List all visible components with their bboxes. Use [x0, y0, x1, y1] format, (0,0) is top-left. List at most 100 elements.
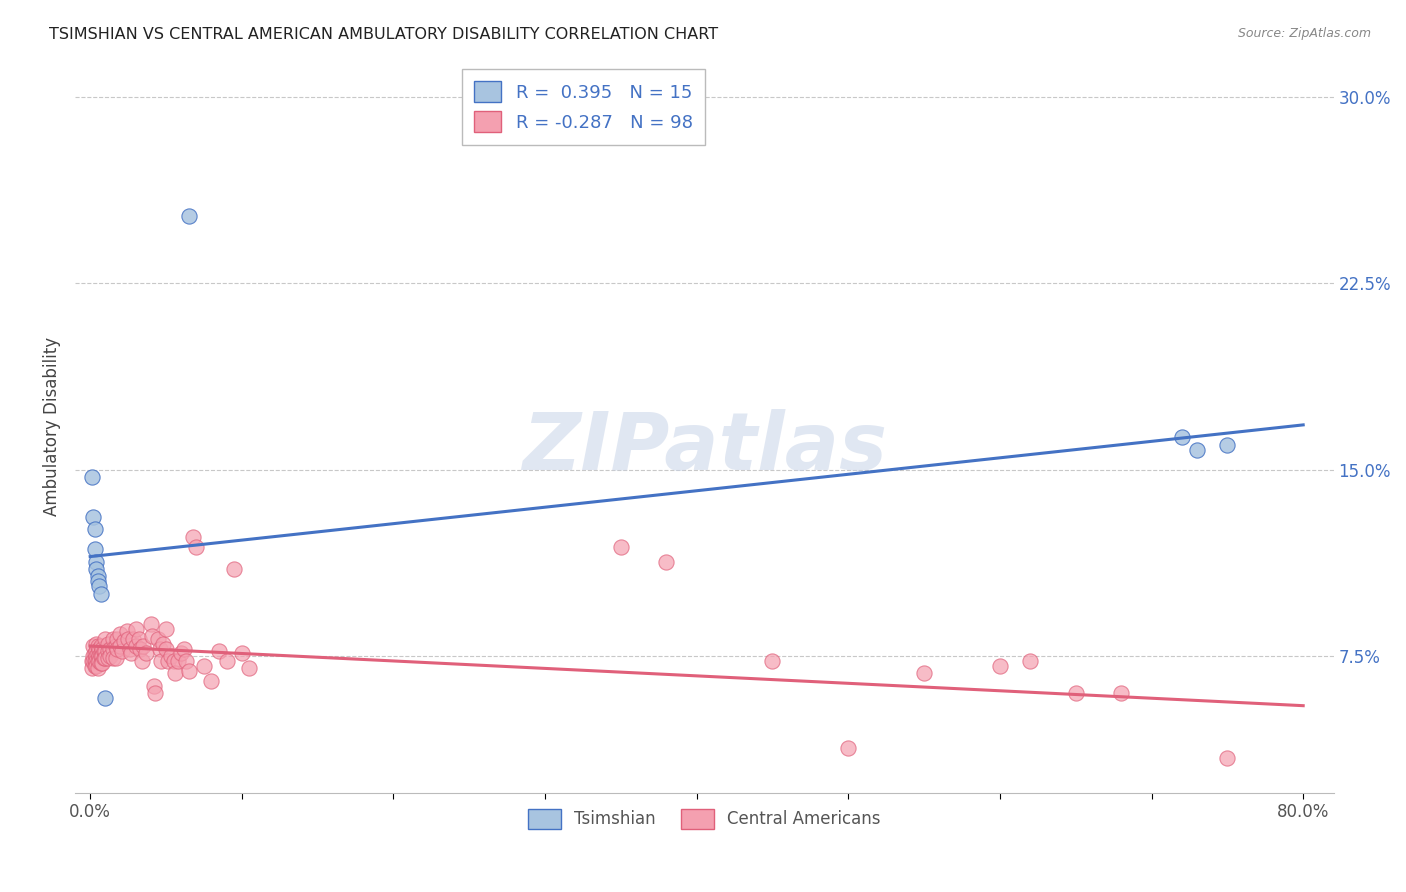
Point	[98, 648, 121, 663]
Point	[1216, 438, 1239, 452]
Point	[93, 651, 115, 665]
Point	[181, 530, 204, 544]
Point	[155, 622, 177, 636]
Point	[82, 648, 104, 663]
Point	[90, 648, 112, 663]
Point	[91, 657, 114, 671]
Point	[98, 641, 121, 656]
Point	[107, 632, 129, 646]
Point	[111, 644, 134, 658]
Point	[90, 647, 112, 661]
Point	[186, 540, 208, 554]
Point	[118, 641, 141, 656]
Point	[148, 632, 170, 646]
Point	[1109, 686, 1132, 700]
Point	[90, 639, 112, 653]
Point	[112, 634, 135, 648]
Point	[174, 654, 197, 668]
Point	[177, 209, 200, 223]
Point	[1019, 654, 1042, 668]
Point	[1171, 430, 1194, 444]
Point	[82, 509, 104, 524]
Text: TSIMSHIAN VS CENTRAL AMERICAN AMBULATORY DISABILITY CORRELATION CHART: TSIMSHIAN VS CENTRAL AMERICAN AMBULATORY…	[49, 27, 718, 42]
Point	[132, 639, 155, 653]
Point	[124, 639, 146, 653]
Point	[150, 654, 173, 668]
Point	[177, 664, 200, 678]
Point	[152, 636, 174, 650]
Point	[93, 644, 115, 658]
Point	[84, 659, 107, 673]
Point	[80, 654, 103, 668]
Point	[89, 641, 111, 656]
Point	[87, 639, 110, 653]
Point	[107, 641, 129, 656]
Point	[84, 555, 107, 569]
Point	[231, 647, 253, 661]
Point	[128, 632, 150, 646]
Point	[155, 641, 177, 656]
Point	[117, 632, 139, 646]
Point	[215, 654, 238, 668]
Point	[1064, 686, 1087, 700]
Text: ZIPatlas: ZIPatlas	[522, 409, 887, 487]
Point	[83, 654, 105, 668]
Point	[83, 659, 105, 673]
Point	[149, 641, 172, 656]
Point	[104, 639, 127, 653]
Point	[837, 740, 859, 755]
Point	[84, 562, 107, 576]
Point	[91, 641, 114, 656]
Point	[83, 647, 105, 661]
Point	[165, 666, 187, 681]
Point	[110, 626, 132, 640]
Point	[80, 470, 103, 484]
Point	[110, 639, 132, 653]
Point	[1216, 751, 1239, 765]
Point	[89, 579, 111, 593]
Point	[121, 632, 143, 646]
Point	[145, 686, 167, 700]
Point	[912, 666, 935, 681]
Y-axis label: Ambulatory Disability: Ambulatory Disability	[44, 336, 60, 516]
Point	[97, 651, 120, 665]
Point	[173, 641, 195, 656]
Point	[167, 654, 190, 668]
Point	[82, 639, 104, 653]
Point	[120, 647, 142, 661]
Point	[82, 654, 104, 668]
Point	[115, 624, 138, 639]
Point	[94, 632, 117, 646]
Point	[141, 629, 163, 643]
Point	[101, 651, 124, 665]
Point	[91, 648, 114, 663]
Point	[610, 540, 633, 554]
Point	[87, 661, 110, 675]
Legend: Tsimshian, Central Americans: Tsimshian, Central Americans	[520, 802, 887, 836]
Point	[94, 691, 117, 706]
Point	[238, 661, 260, 675]
Point	[94, 644, 117, 658]
Point	[97, 636, 120, 650]
Point	[208, 644, 231, 658]
Point	[200, 673, 222, 688]
Point	[129, 641, 152, 656]
Point	[90, 587, 112, 601]
Point	[84, 648, 107, 663]
Point	[83, 542, 105, 557]
Point	[89, 648, 111, 663]
Point	[224, 562, 246, 576]
Point	[159, 648, 181, 663]
Point	[87, 647, 110, 661]
Point	[131, 654, 153, 668]
Point	[87, 654, 110, 668]
Point	[104, 651, 127, 665]
Text: Source: ZipAtlas.com: Source: ZipAtlas.com	[1237, 27, 1371, 40]
Point	[97, 644, 120, 658]
Point	[90, 657, 112, 671]
Point	[988, 659, 1011, 673]
Point	[1185, 442, 1208, 457]
Point	[135, 647, 157, 661]
Point	[84, 654, 107, 668]
Point	[156, 654, 179, 668]
